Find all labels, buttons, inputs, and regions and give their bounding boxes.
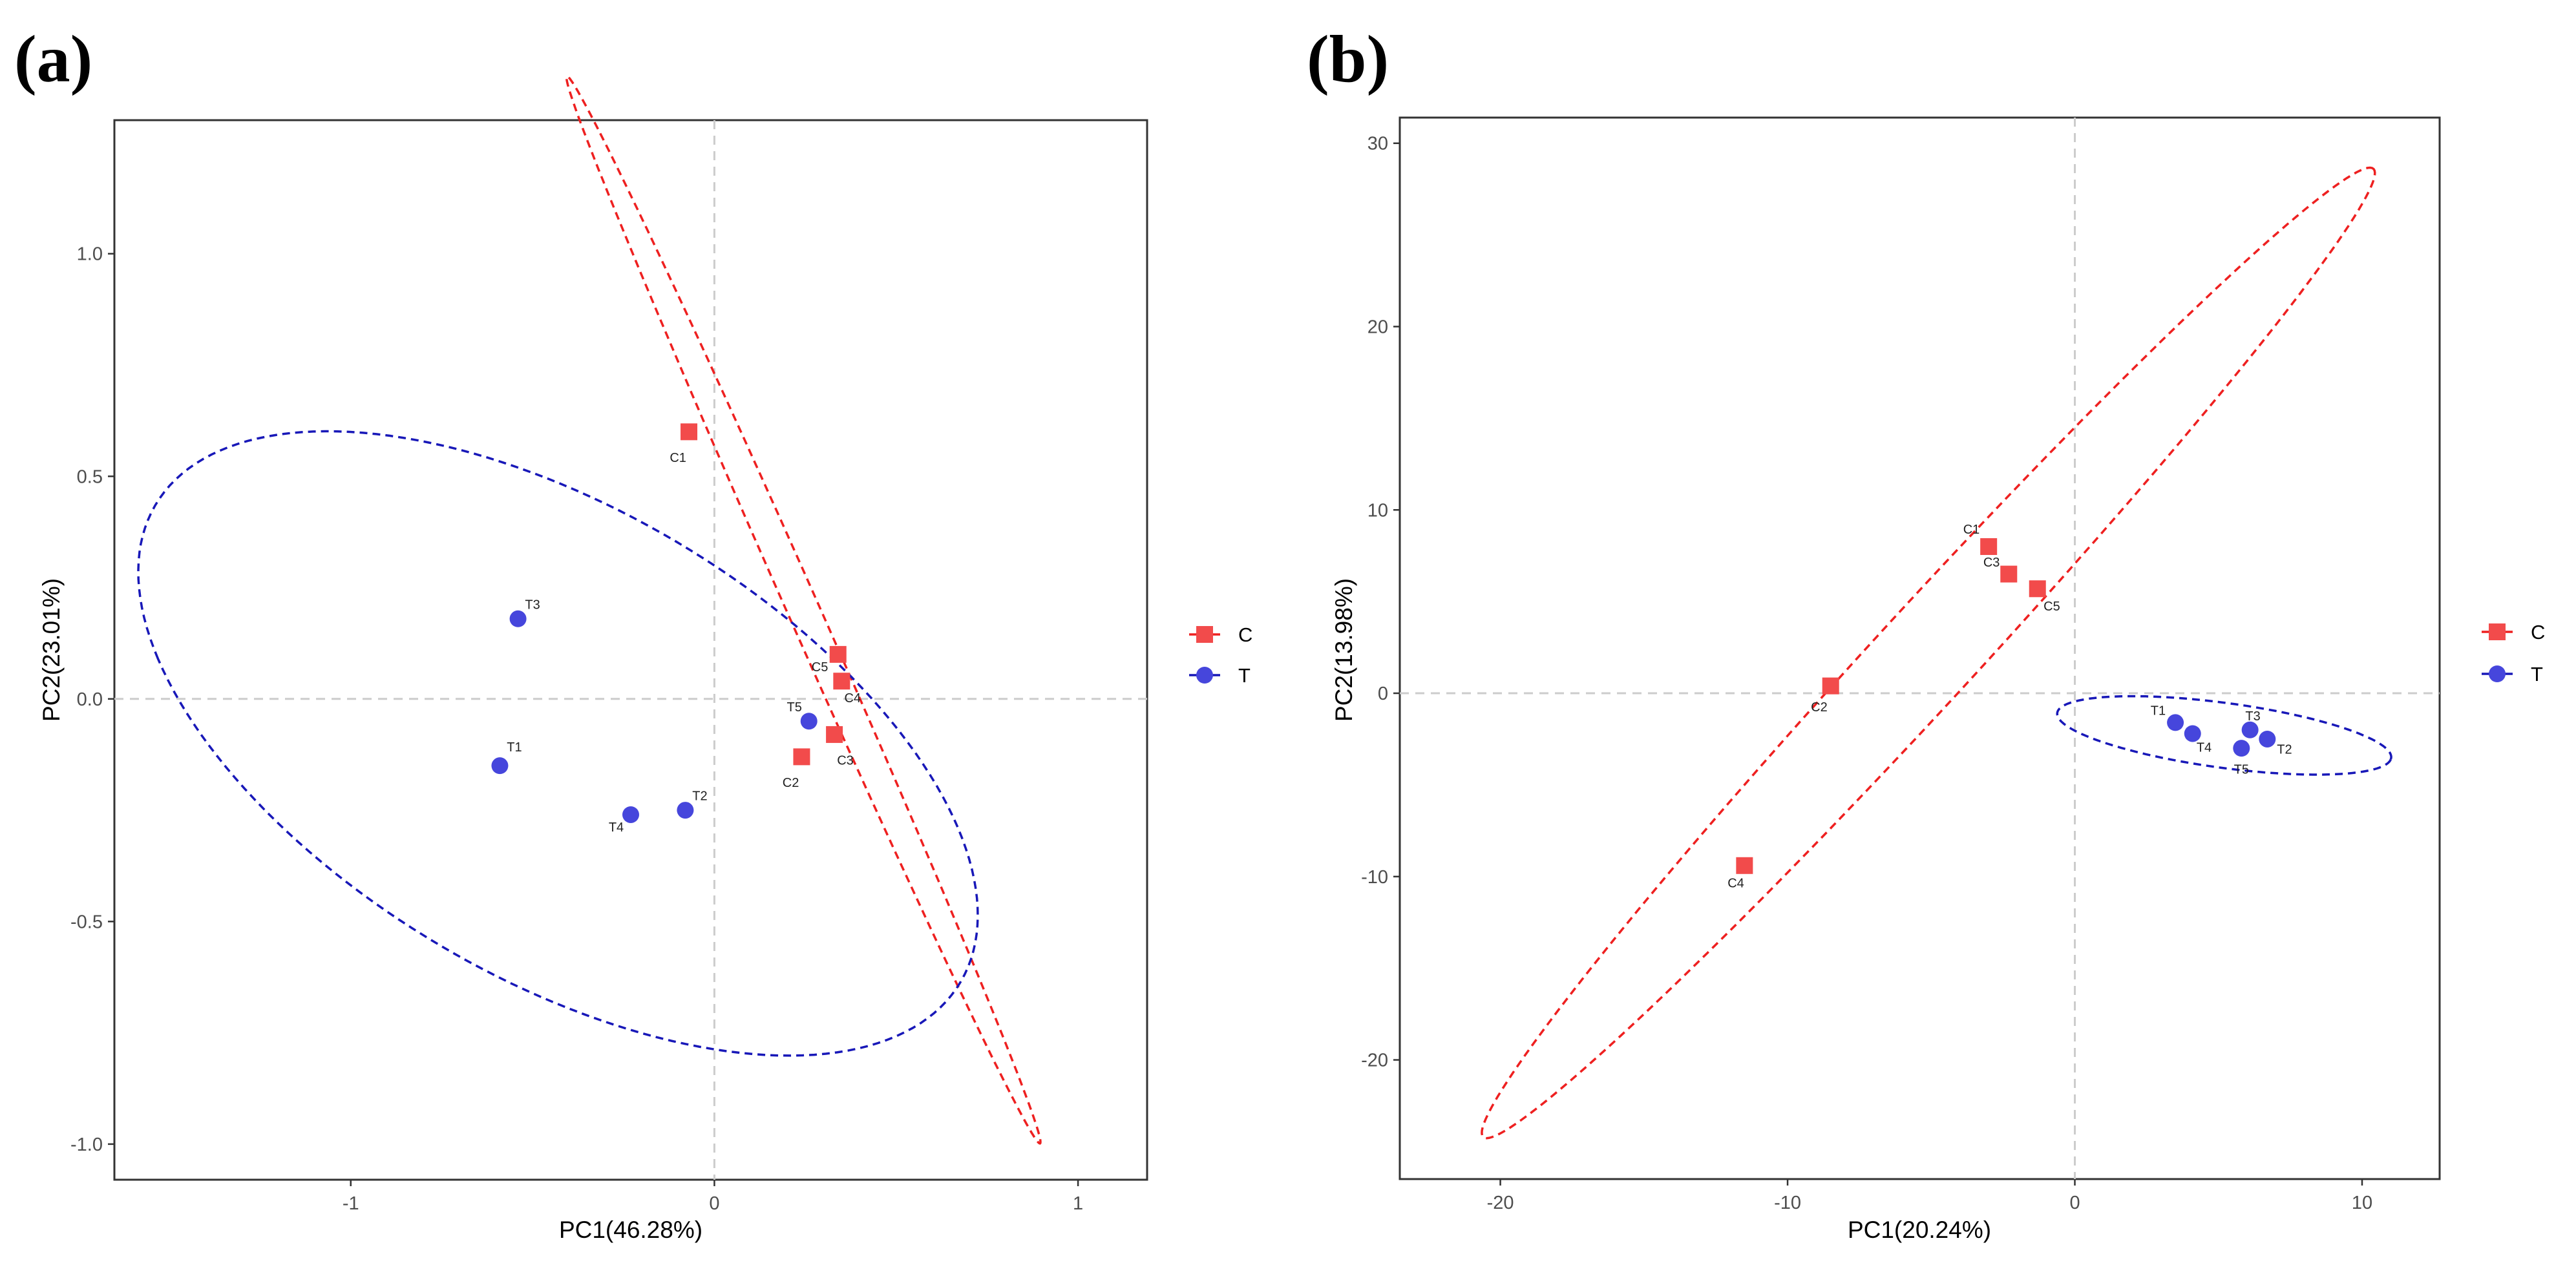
legend-a-marker-c [1196,626,1213,643]
ellipse-c-b [1481,166,2376,1140]
y-tick-label-b: 0 [1378,684,1388,704]
y-tick-label-b: 10 [1367,500,1388,521]
x-tick-label-a: -1 [343,1193,359,1214]
point-label-t1-a: T1 [507,740,522,755]
point-label-t5-b: T5 [2234,762,2249,777]
y-tick-label-a: 0.0 [77,689,103,710]
point-label-c2-a: C2 [783,776,799,790]
legend-b-label-t: T [2531,663,2543,685]
point-label-c3-b: C3 [1983,556,2000,570]
point-label-c5-a: C5 [812,660,829,674]
point-c2-b [1822,677,1839,695]
point-t5-b [2233,740,2250,757]
x-tick-label-a: 0 [709,1193,719,1214]
point-label-c1-b: C1 [1963,523,1980,537]
point-label-t3-b: T3 [2245,709,2260,724]
point-t4-b [2184,725,2201,742]
point-c1-b [1980,538,1998,556]
legend-a-label-c: C [1238,623,1252,646]
x-tick-label-a: 1 [1073,1193,1083,1214]
y-tick-label-a: -0.5 [70,912,103,932]
ellipse-t-a [137,430,979,1057]
legend-b-label-c: C [2531,621,2545,643]
point-c3-a [826,726,843,743]
y-tick-label-b: -10 [1361,867,1388,888]
point-label-c4-b: C4 [1727,876,1744,890]
x-tick-label-b: -20 [1487,1193,1514,1213]
y-tick-label-a: -1.0 [70,1134,103,1155]
point-label-t4-b: T4 [2197,740,2212,755]
y-tick-label-b: -20 [1361,1051,1388,1071]
point-c3-b [2000,565,2018,583]
point-label-t1-b: T1 [2151,704,2166,718]
legend-b: C T [2482,621,2545,685]
point-c4-b [1736,857,1753,874]
legend-a-marker-t [1196,667,1213,684]
panel-a-label: (a) [14,22,92,96]
x-tick-label-b: 10 [2352,1193,2372,1213]
plot-a-border [113,119,1148,1181]
point-label-t5-a: T5 [787,700,802,715]
point-label-t4-a: T4 [609,821,624,835]
legend-b-marker-c [2489,623,2506,640]
point-t3-a [509,610,527,627]
point-label-t2-b: T2 [2277,742,2292,757]
x-tick-label-b: 0 [2069,1193,2080,1213]
point-c5-a [829,645,847,663]
point-label-c3-a: C3 [837,754,854,768]
point-label-c2-b: C2 [1811,700,1828,715]
point-t4-a [622,806,639,823]
panel-a-chart: -1 0 1 -1.0 -0.5 0.0 0.5 1.0 C1 C2 C3 C4 C5 T1 T2 T3 T4 T… [38,74,1252,1243]
y-tick-label-b: 30 [1367,134,1388,154]
plot-a-content: -1 0 1 -1.0 -0.5 0.0 0.5 1.0 C1 C2 C3 C4 C5 T1 T2 T3 T4 T… [70,74,1147,1214]
point-label-c5-b: C5 [2043,600,2060,614]
panel-b-chart: -20 -10 0 10 -20 -10 0 10 20 30 C1 C2 C3 C4 C5 T1 T2 T3 T4… [1331,116,2545,1243]
point-c1-a [681,423,698,441]
point-label-c1-a: C1 [670,451,686,465]
point-label-t3-a: T3 [525,598,540,612]
panel-b-label: (b) [1307,22,1389,96]
point-t2-b [2259,730,2276,748]
point-c2-a [793,748,810,766]
point-t2-a [677,802,694,819]
y-tick-label-b: 20 [1367,317,1388,337]
ellipse-c-a [565,74,1042,1145]
y-tick-label-a: 0.5 [77,466,103,487]
ellipse-t-b [2056,695,2392,776]
point-c4-a [833,673,850,690]
point-t3-b [2241,721,2259,738]
point-t1-a [491,757,509,775]
legend-b-marker-t [2489,665,2506,682]
point-label-t2-a: T2 [692,789,707,804]
y-axis-title-b: PC2(13.98%) [1331,578,1357,722]
point-label-c4-a: C4 [844,691,861,706]
x-axis-title-b: PC1(20.24%) [1848,1217,1991,1243]
y-tick-label-a: 1.0 [77,244,103,265]
point-c5-b [2029,580,2046,598]
y-axis-title-a: PC2(23.01%) [38,578,65,722]
plot-b-content: -20 -10 0 10 -20 -10 0 10 20 30 C1 C2 C3 C4 C5 T1 T2 T3 T4… [1361,118,2440,1213]
x-axis-title-a: PC1(46.28%) [559,1217,702,1243]
point-t5-a [800,713,818,730]
point-t1-b [2167,714,2184,731]
plot-b-border [1399,116,2441,1180]
legend-a: C T [1189,623,1252,687]
legend-a-label-t: T [1238,664,1251,687]
x-tick-label-b: -10 [1774,1193,1801,1213]
